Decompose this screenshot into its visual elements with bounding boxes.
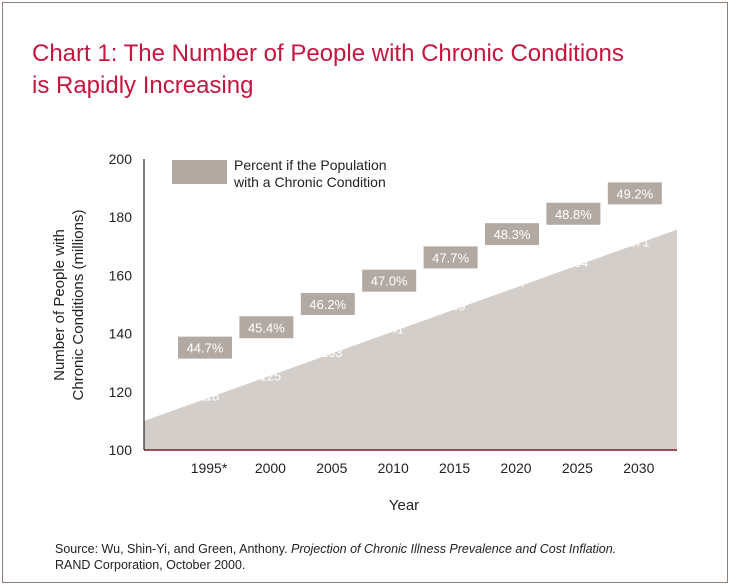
y-tick-label: 140 [109,326,133,342]
legend-swatch [172,160,227,184]
data-value-label: 118 [199,389,220,404]
x-tick-label: 2010 [378,460,409,476]
percent-label-box [546,202,601,225]
percent-label-box [607,182,662,205]
x-axis-title: Year [389,497,419,514]
data-value-label: 164 [567,255,589,270]
x-tick-label: 2020 [500,460,531,476]
percent-label: 47.0% [371,274,408,289]
x-tick-label: 2000 [255,460,286,476]
y-tick-label: 180 [109,209,133,225]
data-value-label: 171 [628,234,650,249]
data-value-label: 149 [444,298,466,313]
x-tick-label: 2030 [623,460,654,476]
x-tick-label: 2015 [439,460,470,476]
source-note: Source: Wu, Shin-Yi, and Green, Anthony.… [55,541,715,573]
source-line2: RAND Corporation, October 2000. [55,558,246,572]
source-title: Projection of Chronic Illness Prevalence… [291,542,617,556]
percent-label: 48.3% [494,227,531,242]
y-tick-label: 200 [109,151,133,167]
percent-label: 46.2% [309,297,346,312]
legend-label-line2: with a Chronic Condition [233,174,386,190]
data-value-label: 141 [382,322,404,337]
chart-title-line2: is Rapidly Increasing [32,72,254,99]
source-prefix: Source: Wu, Shin-Yi, and Green, Anthony. [55,542,292,556]
percent-label: 48.8% [555,207,592,222]
legend-label-line1: Percent if the Population [234,157,387,173]
y-tick-label: 100 [109,442,133,458]
x-axis-ticks: 1995* 2000 2005 2010 2015 2020 2025 2030 [191,460,655,476]
percent-label-box [485,223,539,246]
y-axis-title-line1: Number of People with [51,229,68,381]
value-labels: 118 125 133 141 149 157 164 171 [199,234,650,403]
percent-label: 47.7% [432,250,469,265]
area-series [144,229,677,450]
y-tick-label: 120 [109,384,133,400]
percent-label-box [178,336,232,359]
percent-labels: 44.7% 45.4% 46.2% 47.0% 47.7% 48.3% 48.8% 49.2% [178,182,662,359]
percent-label-box [300,292,355,315]
data-value-label: 157 [505,275,527,290]
chart-title-line1: Chart 1: The Number of People with Chron… [32,40,624,67]
chart-title: Chart 1: The Number of People with Chron… [32,38,712,102]
percent-label-box [362,269,417,292]
y-tick-label: 160 [109,267,133,283]
percent-label: 44.7% [187,341,224,356]
percent-label: 49.2% [616,186,653,201]
data-value-label: 133 [321,345,343,360]
x-tick-label: 2025 [562,460,593,476]
y-axis-title-line2: Chronic Conditions (millions) [70,210,87,401]
data-value-label: 125 [260,368,282,383]
y-axis-ticks: 100 120 140 160 180 200 [109,151,133,458]
x-tick-label: 2005 [316,460,347,476]
percent-label-box [239,316,294,339]
percent-label: 45.4% [248,320,285,335]
percent-label-box [423,246,478,269]
x-tick-label: 1995* [191,460,228,476]
